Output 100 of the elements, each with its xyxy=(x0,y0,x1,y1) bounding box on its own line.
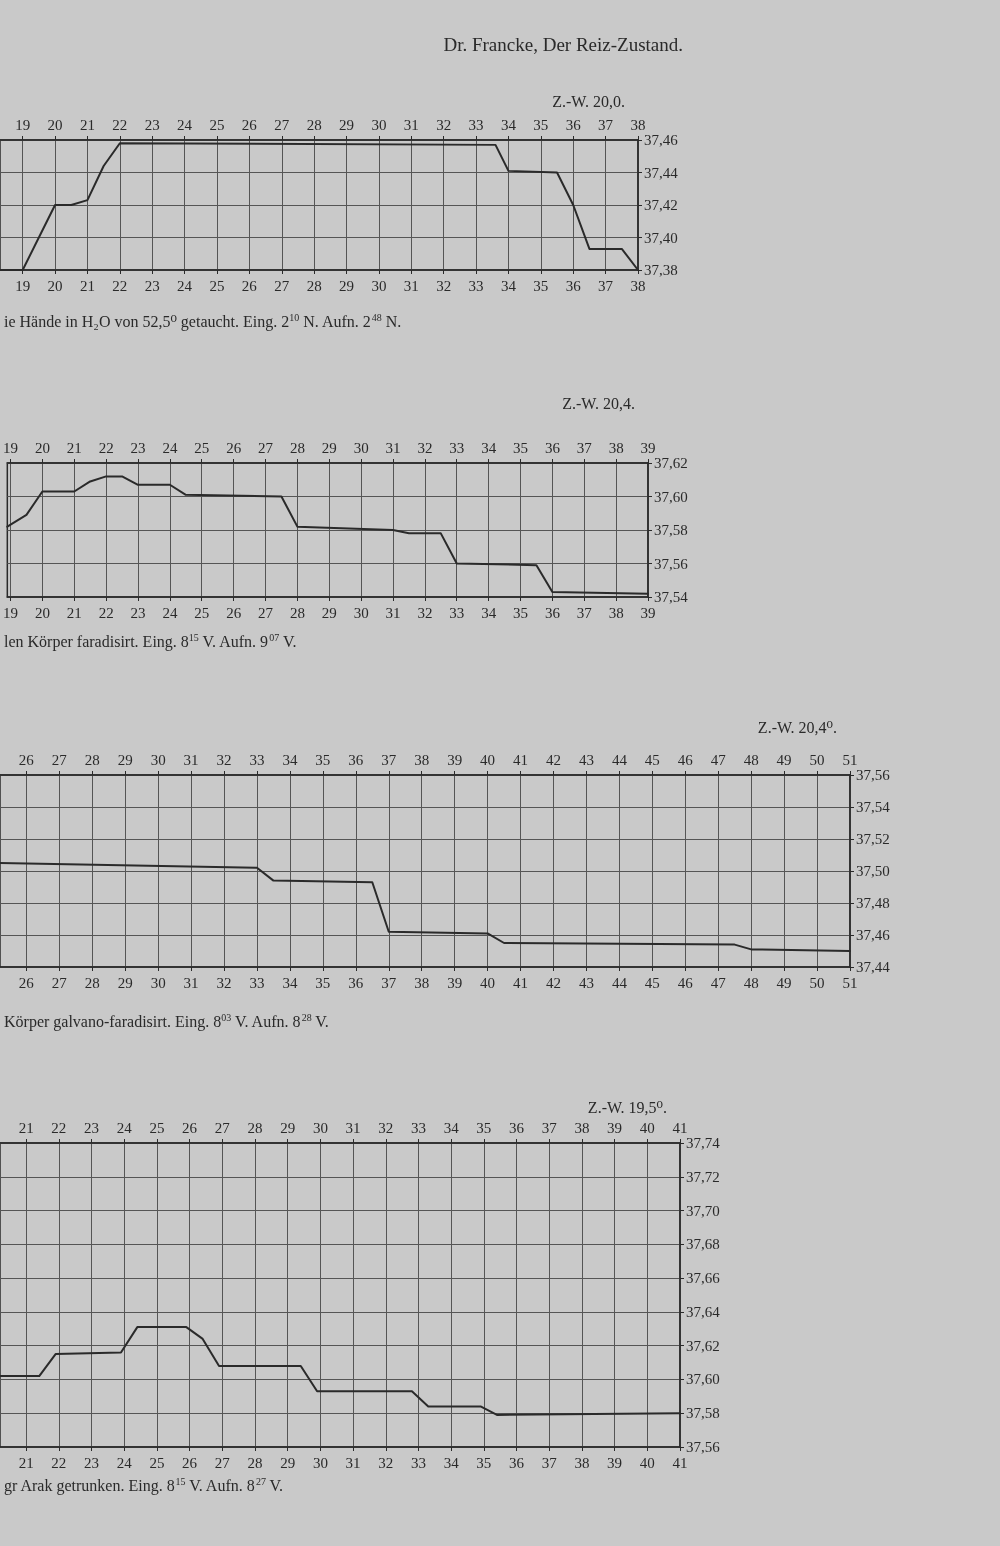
x2-tick-label: 33 xyxy=(468,116,484,133)
x-tick-label: 29 xyxy=(339,277,355,294)
x-tick-label: 33 xyxy=(468,277,484,294)
x2-tick-label: 20 xyxy=(34,439,50,456)
x2-tick-label: 37 xyxy=(576,439,593,456)
x-tick-label: 36 xyxy=(348,974,364,991)
x-tick-label: 26 xyxy=(241,277,258,294)
x2-tick-label: 36 xyxy=(544,439,561,456)
y-tick-label: 37,60 xyxy=(654,488,688,505)
x-tick-label: 27 xyxy=(214,1454,231,1471)
x-tick-label: 21 xyxy=(18,1454,34,1471)
y-tick-label: 37,58 xyxy=(654,522,688,538)
x2-tick-label: 44 xyxy=(611,751,628,768)
x2-tick-label: 29 xyxy=(280,1119,296,1136)
x2-tick-label: 39 xyxy=(640,439,656,456)
x-tick-label: 51 xyxy=(842,974,858,991)
x-tick-label: 27 xyxy=(51,974,68,991)
x2-tick-label: 28 xyxy=(84,751,100,768)
x-tick-label: 47 xyxy=(710,974,727,991)
y-tick-label: 37,38 xyxy=(644,262,678,278)
x2-tick-label: 41 xyxy=(513,751,529,768)
x2-tick-label: 22 xyxy=(51,1119,67,1136)
x-tick-label: 24 xyxy=(116,1454,133,1471)
x-tick-label: 30 xyxy=(353,604,369,621)
x2-tick-label: 43 xyxy=(578,751,594,768)
x2-tick-label: 37 xyxy=(541,1119,558,1136)
x-tick-label: 41 xyxy=(513,974,529,991)
x2-tick-label: 24 xyxy=(116,1119,133,1136)
x-tick-label: 39 xyxy=(607,1454,623,1471)
x-tick-label: 31 xyxy=(385,604,401,621)
x2-tick-label: 32 xyxy=(417,439,433,456)
x2-tick-label: 38 xyxy=(414,751,430,768)
x2-tick-label: 42 xyxy=(545,751,561,768)
x-tick-label: 22 xyxy=(112,277,128,294)
x2-tick-label: 48 xyxy=(743,751,759,768)
x2-tick-label: 30 xyxy=(150,751,166,768)
y-tick-label: 37,54 xyxy=(856,799,891,815)
x-tick-label: 35 xyxy=(476,1454,492,1471)
x-tick-label: 33 xyxy=(249,974,265,991)
y-tick-label: 37,62 xyxy=(686,1337,720,1354)
y-tick-label: 37,74 xyxy=(686,1135,721,1151)
x2-tick-label: 31 xyxy=(345,1119,361,1136)
x-tick-label: 37 xyxy=(576,604,593,621)
x-tick-label: 35 xyxy=(533,277,549,294)
x2-tick-label: 27 xyxy=(258,439,274,456)
x-tick-label: 36 xyxy=(565,277,582,294)
x2-tick-label: 27 xyxy=(214,1119,231,1136)
y-tick-label: 37,42 xyxy=(644,197,678,213)
x-tick-label: 38 xyxy=(630,277,646,294)
x-tick-label: 32 xyxy=(378,1454,394,1471)
y-tick-label: 37,46 xyxy=(856,927,891,943)
y-tick-label: 37,50 xyxy=(856,863,890,879)
x-tick-label: 21 xyxy=(66,604,82,621)
x-tick-label: 32 xyxy=(216,974,232,991)
x-tick-label: 22 xyxy=(51,1454,67,1471)
x2-tick-label: 36 xyxy=(565,116,582,133)
x2-tick-label: 28 xyxy=(289,439,305,456)
x2-tick-label: 26 xyxy=(182,1119,198,1136)
x-tick-label: 23 xyxy=(144,277,160,294)
x-tick-label: 37 xyxy=(541,1454,558,1471)
chart-subtitle: Z.-W. 20,4⁰. xyxy=(757,718,838,736)
x2-tick-label: 35 xyxy=(315,751,331,768)
x2-tick-label: 39 xyxy=(447,751,463,768)
x2-tick-label: 19 xyxy=(15,116,31,133)
x-tick-label: 27 xyxy=(274,277,290,294)
x-tick-label: 33 xyxy=(410,1454,426,1471)
x2-tick-label: 21 xyxy=(18,1119,34,1136)
x-tick-label: 38 xyxy=(574,1454,590,1471)
x-tick-label: 34 xyxy=(282,974,298,991)
x2-tick-label: 33 xyxy=(410,1119,426,1136)
x-tick-label: 39 xyxy=(447,974,463,991)
x-tick-label: 40 xyxy=(639,1454,655,1471)
x2-tick-label: 50 xyxy=(809,751,825,768)
x2-tick-label: 35 xyxy=(513,439,528,456)
x-tick-label: 37 xyxy=(381,974,397,991)
chart-subtitle: Z.-W. 20,4. xyxy=(562,394,635,412)
x2-tick-label: 40 xyxy=(639,1119,655,1136)
x-tick-label: 26 xyxy=(182,1454,198,1471)
x-tick-label: 37 xyxy=(598,277,614,294)
y-tick-label: 37,40 xyxy=(644,229,678,246)
y-tick-label: 37,56 xyxy=(856,767,891,783)
x2-tick-label: 26 xyxy=(226,439,242,456)
x2-tick-label: 25 xyxy=(209,116,225,133)
x2-tick-label: 35 xyxy=(533,116,549,133)
x-tick-label: 45 xyxy=(644,974,660,991)
y-tick-label: 37,68 xyxy=(686,1236,720,1253)
x-tick-label: 30 xyxy=(312,1454,328,1471)
x-tick-label: 36 xyxy=(544,604,561,621)
x2-tick-label: 39 xyxy=(607,1119,623,1136)
x-tick-label: 34 xyxy=(481,604,497,621)
chart-subtitle: Z.-W. 19,5⁰. xyxy=(587,1098,668,1116)
x-tick-label: 49 xyxy=(776,974,792,991)
x-tick-label: 27 xyxy=(258,604,274,621)
x-tick-label: 32 xyxy=(436,277,452,294)
x2-tick-label: 30 xyxy=(353,439,369,456)
x2-tick-label: 34 xyxy=(481,439,497,456)
x-tick-label: 24 xyxy=(177,277,193,294)
x2-tick-label: 26 xyxy=(18,751,35,768)
x-tick-label: 29 xyxy=(117,974,133,991)
x2-tick-label: 47 xyxy=(710,751,727,768)
